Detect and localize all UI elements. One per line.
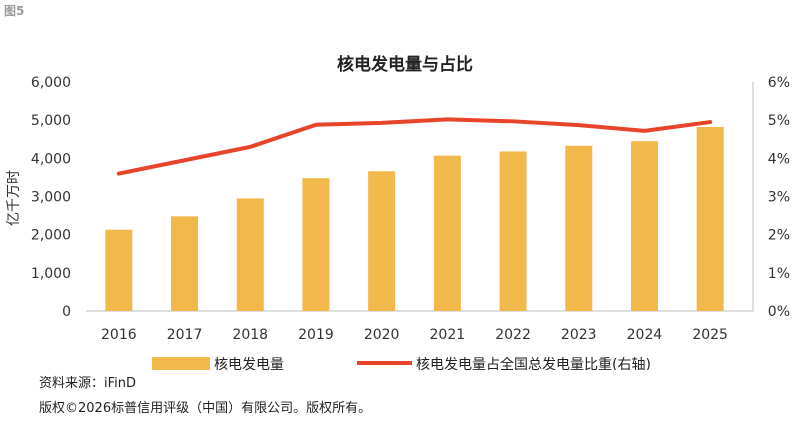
bar xyxy=(105,229,133,311)
bar-series xyxy=(105,127,724,311)
left-tick-label: 0 xyxy=(62,304,71,320)
x-tick-label: 2022 xyxy=(495,327,531,343)
left-axis-ticks: 0 1,000 2,000 3,000 4,000 5,000 6,000 xyxy=(31,75,71,320)
chart: 核电发电量与占比 0 1,000 2,000 3,000 4,000 5,000 6,000… xyxy=(6,54,790,370)
right-tick-label: 5% xyxy=(768,113,790,129)
source-note: 资料来源：iFinD xyxy=(39,376,137,391)
y-axis-label: 亿千万时 xyxy=(6,170,22,226)
right-tick-label: 2% xyxy=(768,228,790,244)
bar xyxy=(499,151,527,311)
legend-bar-label: 核电发电量 xyxy=(214,357,284,370)
right-tick-label: 4% xyxy=(768,151,790,167)
x-tick-label: 2019 xyxy=(298,327,334,343)
bar xyxy=(171,216,199,311)
left-tick-label: 2,000 xyxy=(31,228,71,244)
bar xyxy=(302,178,330,311)
bar xyxy=(433,155,461,311)
left-tick-label: 4,000 xyxy=(31,151,71,167)
copyright-note: 版权©2026标普信用评级（中国）有限公司。版权所有。 xyxy=(39,401,372,416)
x-axis-ticks: 2016 2017 2018 2019 2020 2021 2022 2023 2024 2025 xyxy=(101,327,728,343)
left-tick-label: 6,000 xyxy=(31,75,71,91)
x-tick-label: 2018 xyxy=(232,327,268,343)
left-tick-label: 5,000 xyxy=(31,113,71,129)
figure-label: 图5 xyxy=(4,4,25,18)
x-tick-label: 2023 xyxy=(561,327,597,343)
right-tick-label: 1% xyxy=(768,266,790,282)
x-tick-label: 2017 xyxy=(167,327,203,343)
share-line xyxy=(116,117,713,176)
right-tick-label: 3% xyxy=(768,190,790,206)
bar xyxy=(368,171,396,311)
right-tick-label: 6% xyxy=(768,75,790,91)
x-tick-label: 2024 xyxy=(627,327,663,343)
x-tick-label: 2025 xyxy=(692,327,728,343)
bar xyxy=(565,145,593,311)
left-tick-label: 1,000 xyxy=(31,266,71,282)
x-tick-label: 2020 xyxy=(364,327,400,343)
right-axis-ticks: 0% 1% 2% 3% 4% 5% 6% xyxy=(768,75,790,320)
chart-title: 核电发电量与占比 xyxy=(337,54,473,75)
legend-line-label: 核电发电量占全国总发电量比重(右轴) xyxy=(416,356,651,370)
x-tick-label: 2016 xyxy=(101,327,137,343)
right-tick-label: 0% xyxy=(768,304,790,320)
bar xyxy=(630,141,658,311)
bar xyxy=(236,198,264,311)
bar xyxy=(696,127,724,311)
left-tick-label: 3,000 xyxy=(31,190,71,206)
legend-bar-swatch xyxy=(152,357,210,370)
x-tick-label: 2021 xyxy=(430,327,466,343)
